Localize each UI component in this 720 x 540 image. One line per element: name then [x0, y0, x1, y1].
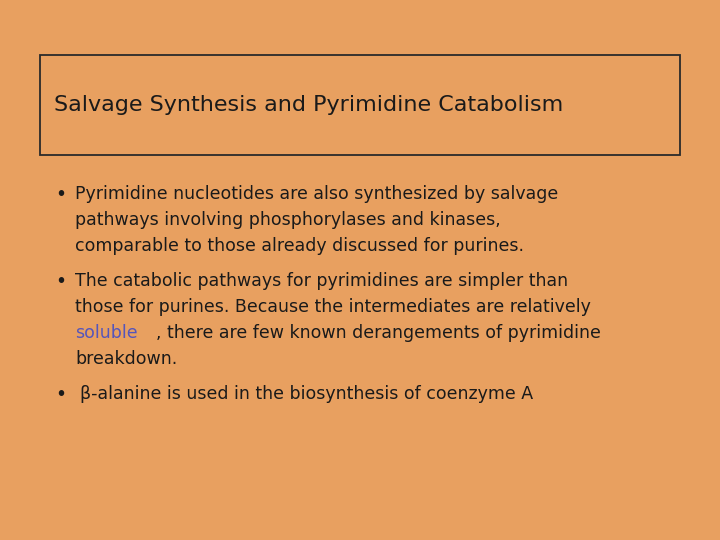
Text: soluble: soluble	[75, 324, 138, 342]
Text: β-alanine is used in the biosynthesis of coenzyme A: β-alanine is used in the biosynthesis of…	[80, 385, 533, 403]
Text: breakdown.: breakdown.	[75, 350, 177, 368]
FancyBboxPatch shape	[40, 55, 680, 155]
Text: , there are few known derangements of pyrimidine: , there are few known derangements of py…	[156, 324, 600, 342]
Text: pathways involving phosphorylases and kinases,: pathways involving phosphorylases and ki…	[75, 211, 500, 229]
Text: The catabolic pathways for pyrimidines are simpler than: The catabolic pathways for pyrimidines a…	[75, 272, 568, 290]
Text: •: •	[55, 385, 66, 404]
Text: those for purines. Because the intermediates are relatively: those for purines. Because the intermedi…	[75, 298, 591, 316]
Text: •: •	[55, 185, 66, 204]
Text: •: •	[55, 272, 66, 291]
Text: comparable to those already discussed for purines.: comparable to those already discussed fo…	[75, 237, 524, 255]
Text: Salvage Synthesis and Pyrimidine Catabolism: Salvage Synthesis and Pyrimidine Catabol…	[54, 95, 563, 115]
Text: Pyrimidine nucleotides are also synthesized by salvage: Pyrimidine nucleotides are also synthesi…	[75, 185, 558, 203]
